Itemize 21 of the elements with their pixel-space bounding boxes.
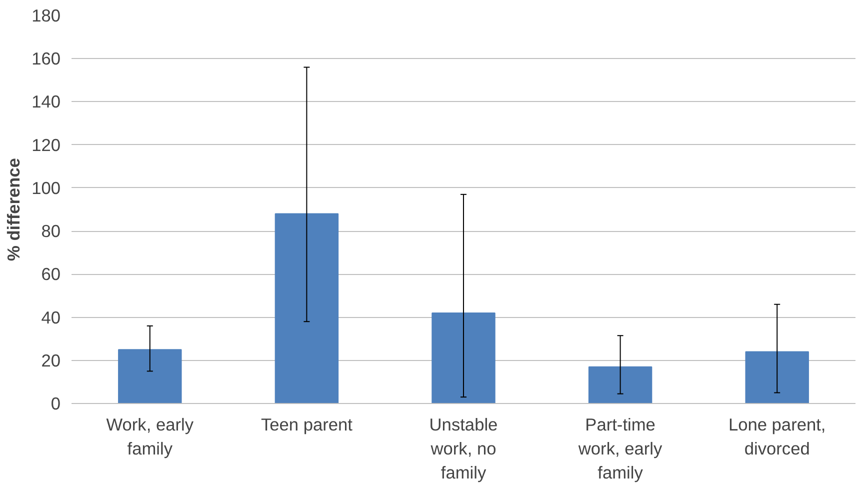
y-tick-label: 140 [32, 92, 61, 112]
bar [274, 213, 339, 404]
x-tick-label: Part-time work, early family [577, 414, 663, 482]
y-tick-label: 20 [41, 350, 61, 370]
y-axis-title: % difference [4, 158, 24, 262]
y-tick-label: 60 [41, 264, 61, 284]
y-tick-label: 160 [32, 48, 61, 69]
y-tick-label: 80 [41, 221, 61, 242]
bar [588, 366, 652, 404]
y-tick-label: 40 [41, 307, 61, 328]
y-tick-label: 120 [32, 134, 61, 155]
x-tick-label: Lone parent, divorced [728, 414, 826, 458]
y-tick-label: 100 [32, 178, 61, 198]
x-tick-label: Teen parent [260, 414, 353, 434]
bar [432, 312, 496, 404]
y-tick-label: 180 [32, 6, 61, 26]
x-tick-label: Work, early family [106, 414, 194, 458]
x-tick-label: Unstable work, no family [429, 414, 498, 482]
y-tick-label: 0 [50, 394, 61, 414]
bar [745, 351, 809, 404]
bar [118, 349, 182, 404]
